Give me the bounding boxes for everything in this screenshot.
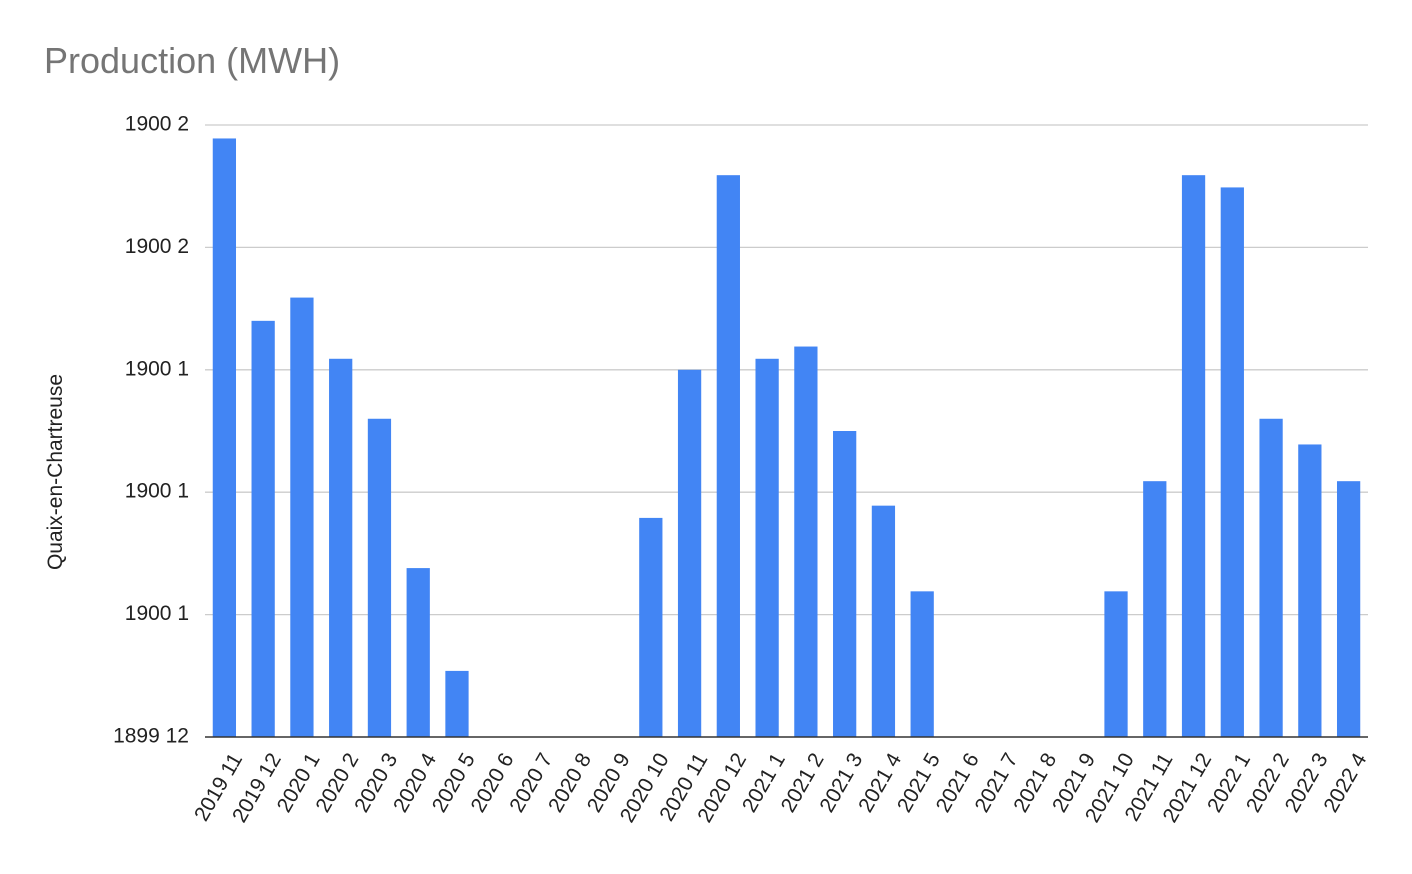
y-tick-label: 1900 1 — [125, 480, 189, 503]
bar-2020-5 — [445, 670, 469, 737]
y-tick-label: 1900 2 — [125, 113, 189, 136]
bar-2022-4 — [1336, 481, 1361, 737]
bar-2020-4 — [406, 568, 430, 737]
bar-2021-5 — [910, 591, 934, 737]
y-tick-labels: 1899 12 1900 1 1900 1 1900 1 1900 2 1900 2 — [113, 113, 189, 748]
bar-2022-1 — [1220, 187, 1244, 738]
bar-2019-11 — [212, 138, 237, 737]
bar-2020-3 — [367, 418, 392, 737]
bar-2020-2 — [329, 358, 353, 737]
bar-2021-10 — [1104, 591, 1128, 737]
bar-2021-2 — [794, 346, 818, 737]
bar-2020-11 — [677, 369, 702, 737]
bar-2019-12 — [251, 320, 275, 737]
y-tick-label: 1899 12 — [113, 725, 189, 748]
bars — [212, 138, 1361, 738]
bar-2022-2 — [1259, 418, 1283, 737]
chart-title: Production (MWH) — [44, 40, 341, 81]
bar-2021-4 — [871, 505, 896, 737]
bar-2020-10 — [639, 517, 663, 737]
bar-2021-3 — [833, 431, 857, 737]
bar-2022-3 — [1298, 444, 1322, 737]
bar-2021-12 — [1181, 175, 1206, 737]
y-tick-label: 1900 1 — [125, 602, 189, 625]
bar-2020-12 — [716, 175, 740, 737]
bar-2021-11 — [1143, 481, 1167, 737]
y-tick-label: 1900 1 — [125, 357, 189, 380]
bar-2020-1 — [290, 297, 314, 737]
gridlines — [205, 124, 1368, 616]
bar-2021-1 — [755, 358, 779, 737]
y-tick-label: 1900 2 — [125, 235, 189, 258]
